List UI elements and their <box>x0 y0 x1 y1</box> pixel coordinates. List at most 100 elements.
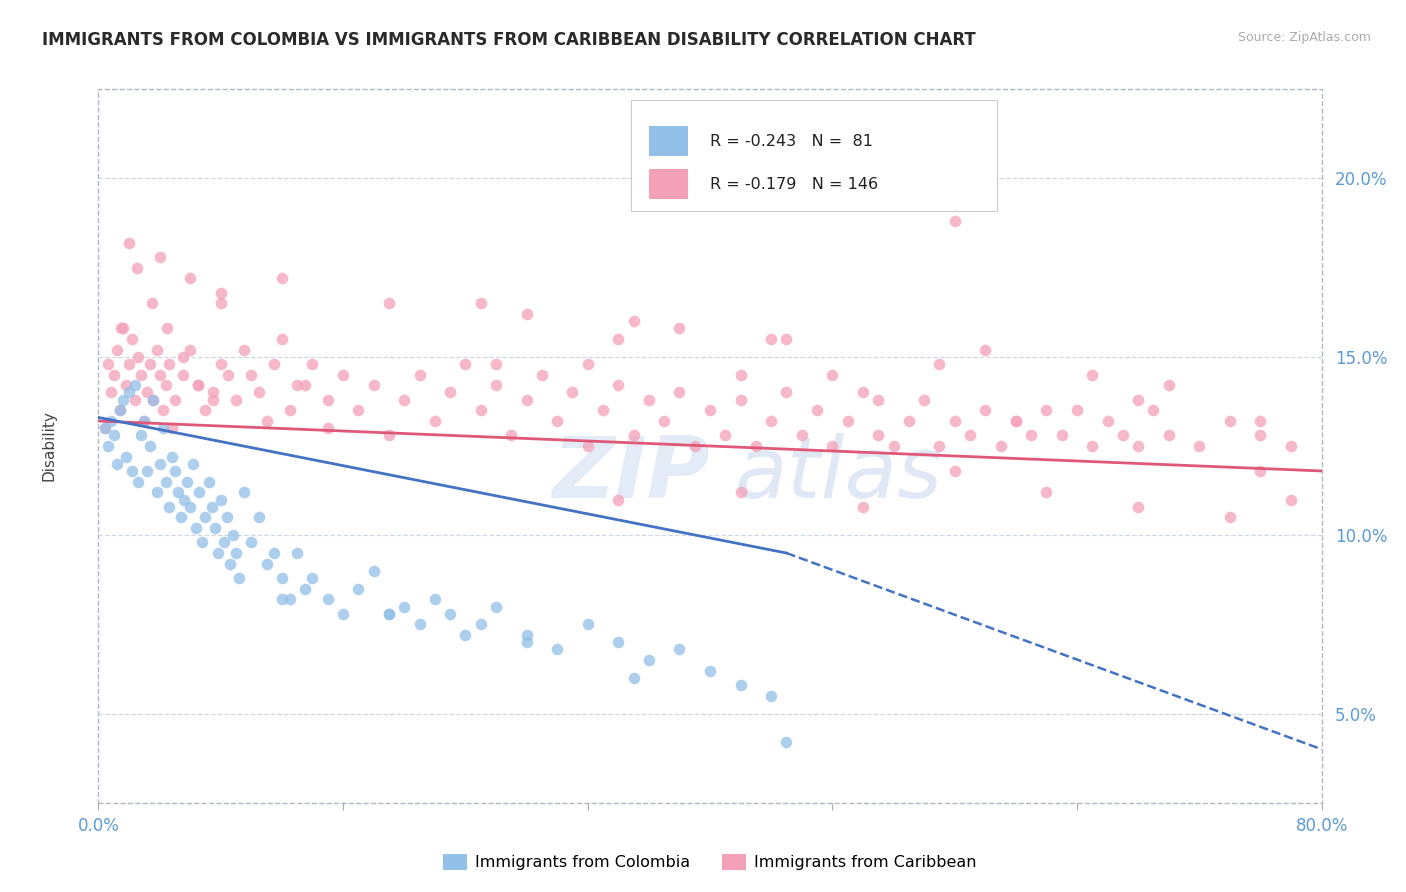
Point <box>278 403 301 417</box>
Point <box>172 350 194 364</box>
Point <box>100 414 122 428</box>
Point <box>439 607 461 621</box>
Point <box>392 392 416 407</box>
Point <box>179 343 201 357</box>
Point <box>943 414 966 428</box>
Text: atlas: atlas <box>734 433 942 516</box>
Point <box>592 403 614 417</box>
Point <box>1142 403 1164 417</box>
Point <box>149 457 172 471</box>
Point <box>852 500 875 514</box>
Point <box>179 271 201 285</box>
Point <box>883 439 905 453</box>
Point <box>607 635 630 649</box>
Point <box>1188 439 1211 453</box>
Point <box>160 450 183 464</box>
Point <box>118 235 141 250</box>
Point <box>186 521 208 535</box>
Text: R = -0.179   N = 146: R = -0.179 N = 146 <box>710 177 879 192</box>
Point <box>155 378 177 392</box>
Point <box>160 421 183 435</box>
Point <box>118 357 141 371</box>
Point <box>219 557 242 571</box>
Point <box>790 428 813 442</box>
Point <box>97 357 120 371</box>
Point <box>209 492 232 507</box>
Point <box>943 464 966 478</box>
Point <box>179 500 201 514</box>
Point <box>285 546 308 560</box>
Point <box>1249 414 1271 428</box>
Point <box>125 260 148 275</box>
Point <box>202 392 225 407</box>
Point <box>439 385 461 400</box>
Point <box>136 464 159 478</box>
Point <box>745 439 768 453</box>
Point <box>470 403 492 417</box>
Point <box>301 357 323 371</box>
Point <box>145 485 167 500</box>
Point <box>103 428 125 442</box>
Point <box>141 296 163 310</box>
Point <box>668 642 690 657</box>
Point <box>1035 403 1057 417</box>
Point <box>1081 439 1104 453</box>
Point <box>142 392 165 407</box>
Point <box>868 428 890 442</box>
Point <box>263 357 285 371</box>
Point <box>285 378 308 392</box>
Point <box>110 321 132 335</box>
Text: Disability: Disability <box>42 410 58 482</box>
Point <box>301 571 323 585</box>
Point <box>1128 500 1150 514</box>
Point <box>759 689 782 703</box>
Point <box>111 392 134 407</box>
Point <box>607 378 630 392</box>
Point <box>121 332 143 346</box>
Point <box>821 368 844 382</box>
Point <box>228 571 250 585</box>
Point <box>576 617 599 632</box>
Point <box>363 378 385 392</box>
Point <box>470 617 492 632</box>
Point <box>127 475 149 489</box>
Point <box>759 414 782 428</box>
Point <box>806 403 828 417</box>
Point <box>637 392 661 407</box>
Point <box>263 546 285 560</box>
Point <box>501 428 523 442</box>
Point <box>974 403 997 417</box>
Point <box>172 368 194 382</box>
Point <box>868 392 890 407</box>
Legend: Immigrants from Colombia, Immigrants from Caribbean: Immigrants from Colombia, Immigrants fro… <box>437 847 983 877</box>
Point <box>852 385 875 400</box>
Point <box>111 321 134 335</box>
Point <box>347 403 370 417</box>
Point <box>423 414 446 428</box>
Point <box>378 296 401 310</box>
Point <box>247 510 270 524</box>
Point <box>145 343 167 357</box>
Point <box>108 403 131 417</box>
Point <box>607 492 630 507</box>
Point <box>167 485 190 500</box>
FancyBboxPatch shape <box>648 127 688 156</box>
Point <box>821 439 844 453</box>
Point <box>217 368 239 382</box>
Point <box>270 332 292 346</box>
FancyBboxPatch shape <box>648 169 688 199</box>
Point <box>1219 510 1241 524</box>
Point <box>1128 392 1150 407</box>
Point <box>191 535 214 549</box>
Point <box>1279 439 1302 453</box>
Point <box>454 628 477 642</box>
Point <box>454 357 477 371</box>
Point <box>699 664 721 678</box>
Point <box>240 368 263 382</box>
Point <box>163 392 186 407</box>
Point <box>392 599 416 614</box>
Point <box>127 350 149 364</box>
Point <box>188 485 211 500</box>
Point <box>607 332 630 346</box>
Point <box>683 439 706 453</box>
